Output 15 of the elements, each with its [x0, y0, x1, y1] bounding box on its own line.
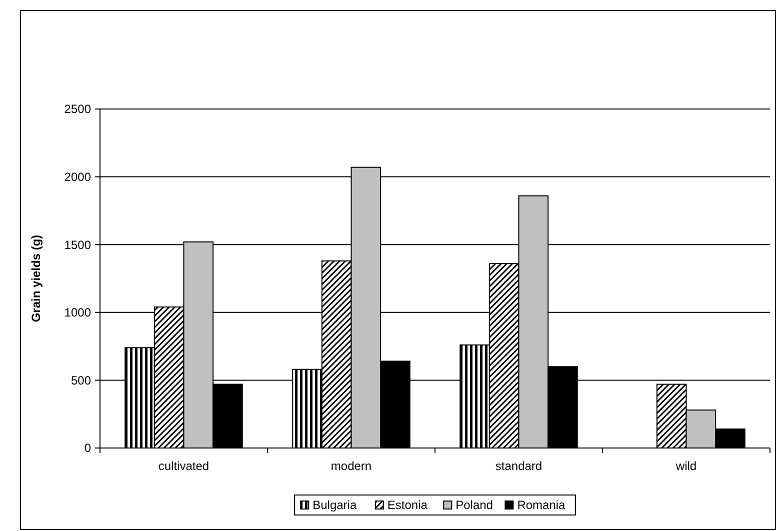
y-tick-label: 2500: [64, 102, 92, 116]
y-tick-label: 500: [70, 373, 92, 388]
legend-label: Bulgaria: [312, 498, 357, 512]
legend-label: Romania: [517, 498, 566, 512]
y-axis-title: Grain yields (g): [29, 234, 43, 322]
y-tick-label: 0: [84, 441, 92, 456]
x-tick-label: wild: [674, 459, 697, 473]
x-tick-label: modern: [330, 459, 372, 473]
y-tick-label: 2000: [64, 170, 92, 184]
legend-label: Estonia: [387, 498, 428, 512]
y-tick-label: 1500: [64, 238, 92, 252]
x-tick-label: standard: [495, 459, 542, 473]
legend-label: Poland: [456, 498, 493, 512]
y-tick-label: 1000: [64, 306, 92, 320]
x-tick-label: cultivated: [158, 459, 210, 473]
